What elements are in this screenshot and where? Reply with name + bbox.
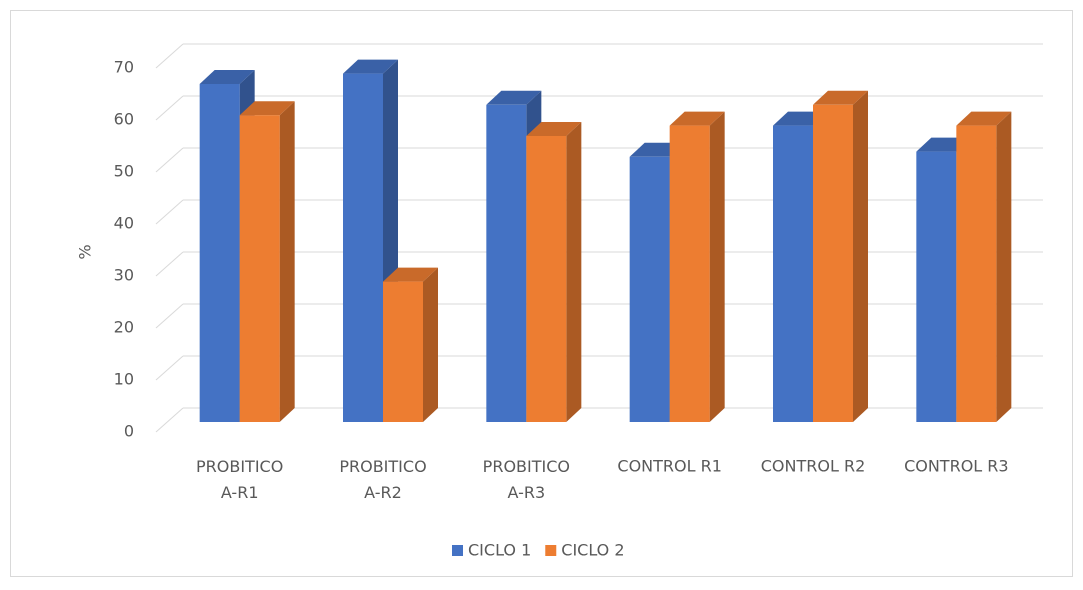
bar xyxy=(343,73,383,422)
y-axis-label: % xyxy=(76,244,95,259)
bar-top xyxy=(239,101,295,116)
grid-line xyxy=(155,95,184,121)
legend-swatch xyxy=(452,545,463,556)
bar xyxy=(239,115,280,422)
grid-line xyxy=(155,147,184,173)
y-tick-label: 40 xyxy=(114,214,134,233)
y-tick-label: 60 xyxy=(114,110,134,129)
bar-side xyxy=(853,90,868,423)
y-tick-label: 50 xyxy=(114,162,134,181)
bar xyxy=(813,104,853,423)
legend-swatch xyxy=(545,545,557,556)
bar xyxy=(916,151,957,422)
x-tick-label: PROBITICO A-R3 xyxy=(483,457,570,502)
grid-line xyxy=(155,43,184,69)
bar xyxy=(486,104,527,423)
x-tick-label: CONTROL R3 xyxy=(904,457,1009,476)
bar-top xyxy=(199,70,255,84)
y-tick-label: 10 xyxy=(114,370,134,389)
x-tick-label: CONTROL R1 xyxy=(617,457,722,476)
bar xyxy=(526,136,567,422)
grid-line xyxy=(155,303,184,329)
bar-top xyxy=(669,111,725,126)
bar-side xyxy=(709,111,725,422)
legend-label: CICLO 1 xyxy=(468,541,531,560)
grid-line xyxy=(155,407,184,433)
bar xyxy=(199,84,240,422)
bar-top xyxy=(956,111,1012,126)
bar-side xyxy=(423,267,438,422)
x-tick-label: PROBITICO A-R2 xyxy=(339,457,426,502)
y-tick-label: 70 xyxy=(114,58,134,77)
bar-top xyxy=(343,59,398,74)
y-tick-label: 20 xyxy=(114,318,134,337)
bar xyxy=(383,281,423,422)
bar-side xyxy=(566,122,582,422)
bar-side xyxy=(996,111,1012,422)
y-tick-label: 30 xyxy=(114,266,134,285)
bar-side xyxy=(279,101,295,422)
bar xyxy=(669,125,710,422)
bar-top xyxy=(486,90,542,105)
bar xyxy=(956,125,997,422)
grid-line xyxy=(155,251,184,277)
bar-top xyxy=(526,122,582,136)
grid-line xyxy=(155,199,184,225)
bar-top xyxy=(383,267,438,282)
legend-label: CICLO 2 xyxy=(561,541,624,560)
bar-top xyxy=(813,90,868,105)
bar xyxy=(629,156,670,423)
y-tick-label: 0 xyxy=(124,422,134,441)
x-tick-label: PROBITICO A-R1 xyxy=(196,457,283,502)
x-tick-label: CONTROL R2 xyxy=(761,457,866,476)
grid-line xyxy=(155,355,184,381)
bar xyxy=(773,125,813,422)
